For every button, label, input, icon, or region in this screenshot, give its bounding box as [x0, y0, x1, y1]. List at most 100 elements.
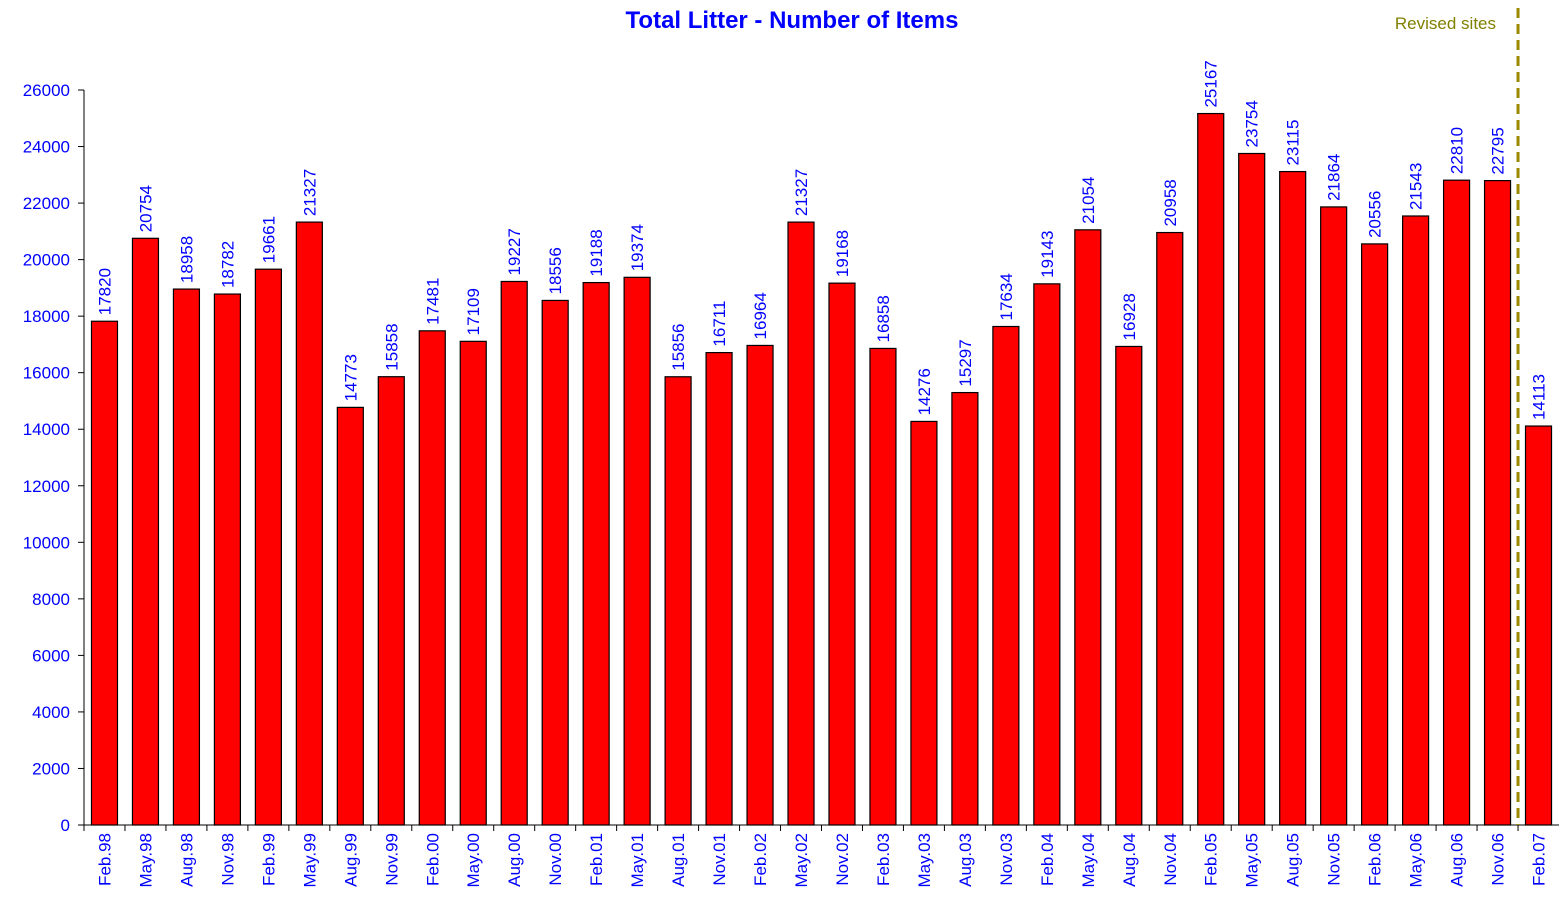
bar — [1524, 425, 1553, 826]
bar — [623, 276, 651, 826]
x-tick-label: Aug.01 — [669, 833, 688, 887]
data-label: 22795 — [1489, 127, 1508, 174]
data-label: 19227 — [505, 228, 524, 275]
data-label: 14773 — [341, 354, 360, 401]
data-label: 16964 — [751, 292, 770, 339]
y-tick-label: 26000 — [23, 81, 70, 100]
x-tick-label: Nov.99 — [382, 833, 401, 886]
x-tick-label: Aug.00 — [505, 833, 524, 887]
bar — [828, 282, 856, 826]
bar — [1115, 345, 1143, 826]
bar — [295, 221, 323, 826]
x-tick-label: May.98 — [136, 833, 155, 888]
data-label: 21543 — [1407, 163, 1426, 210]
bar — [1483, 180, 1512, 826]
data-label: 23754 — [1243, 100, 1262, 147]
x-tick-label: May.99 — [300, 833, 319, 888]
x-tick-label: Feb.04 — [1038, 833, 1057, 886]
bar — [951, 391, 979, 826]
bar — [746, 344, 774, 826]
data-label: 19661 — [259, 216, 278, 263]
bar — [172, 288, 201, 826]
bar — [787, 221, 815, 826]
data-label: 16928 — [1120, 293, 1139, 340]
data-label: 21327 — [792, 169, 811, 216]
x-tick-label: Feb.07 — [1530, 833, 1549, 886]
bar — [418, 330, 446, 826]
data-label: 17481 — [423, 278, 442, 325]
y-tick-label: 16000 — [23, 364, 70, 383]
x-tick-label: Aug.05 — [1284, 833, 1303, 887]
x-tick-label: May.00 — [464, 833, 483, 888]
data-label: 19168 — [833, 230, 852, 277]
bar — [582, 281, 610, 826]
bar — [992, 325, 1020, 826]
y-tick-label: 4000 — [32, 703, 70, 722]
y-tick-label: 2000 — [32, 759, 70, 778]
y-tick-label: 18000 — [23, 307, 70, 326]
data-label: 15856 — [669, 323, 688, 370]
data-label: 17634 — [997, 273, 1016, 320]
bar — [869, 347, 897, 826]
bar — [377, 376, 405, 826]
data-label: 21054 — [1079, 177, 1098, 224]
x-tick-label: Feb.98 — [95, 833, 114, 886]
x-tick-label: Feb.03 — [874, 833, 893, 886]
bar — [1156, 231, 1184, 826]
bar — [1320, 206, 1348, 826]
data-label: 23115 — [1284, 120, 1303, 166]
x-tick-label: Nov.98 — [218, 833, 237, 886]
y-tick-label: 0 — [61, 816, 70, 835]
data-label: 19188 — [587, 229, 606, 276]
x-tick-label: May.04 — [1079, 833, 1098, 888]
data-label: 14113 — [1530, 374, 1549, 420]
bar — [90, 320, 119, 826]
y-tick-label: 12000 — [23, 477, 70, 496]
y-tick-label: 8000 — [32, 590, 70, 609]
bar — [131, 237, 160, 826]
bar — [254, 268, 282, 826]
bar — [910, 420, 938, 826]
data-label: 18782 — [218, 241, 237, 288]
data-label: 25167 — [1202, 60, 1221, 107]
y-tick-label: 6000 — [32, 646, 70, 665]
x-tick-label: May.01 — [628, 833, 647, 888]
x-tick-label: Aug.06 — [1448, 833, 1467, 887]
bar — [1197, 112, 1225, 826]
data-label: 21327 — [300, 169, 319, 216]
data-label: 22810 — [1448, 127, 1467, 174]
bar — [705, 351, 733, 826]
data-label: 19143 — [1038, 231, 1057, 278]
chart-title: Total Litter - Number of Items — [626, 7, 959, 34]
bar — [459, 340, 487, 826]
y-tick-label: 20000 — [23, 251, 70, 270]
x-tick-label: Feb.06 — [1366, 833, 1385, 886]
bar — [336, 406, 364, 826]
y-tick-label: 14000 — [23, 420, 70, 439]
x-tick-label: May.06 — [1407, 833, 1426, 888]
x-tick-label: Feb.01 — [587, 833, 606, 886]
x-tick-label: Nov.04 — [1161, 833, 1180, 886]
bar — [1442, 179, 1471, 826]
x-tick-label: Nov.02 — [833, 833, 852, 886]
data-label: 14276 — [915, 368, 934, 415]
data-label: 20958 — [1161, 179, 1180, 226]
data-label: 15858 — [382, 323, 401, 370]
data-label: 17820 — [95, 268, 114, 315]
bar — [1361, 243, 1389, 826]
x-tick-label: Aug.04 — [1120, 833, 1139, 887]
y-tick-label: 10000 — [23, 533, 70, 552]
data-label: 16711 — [710, 301, 729, 347]
x-tick-label: Feb.99 — [259, 833, 278, 886]
x-tick-label: Feb.00 — [423, 833, 442, 886]
bar — [1238, 152, 1266, 826]
data-label: 18556 — [546, 247, 565, 294]
x-tick-label: Nov.05 — [1325, 833, 1344, 886]
x-tick-label: Nov.01 — [710, 833, 729, 886]
x-tick-label: May.03 — [915, 833, 934, 888]
data-label: 15297 — [956, 339, 975, 386]
data-label: 21864 — [1325, 154, 1344, 201]
bar — [1074, 229, 1102, 826]
x-tick-label: Nov.06 — [1489, 833, 1508, 886]
